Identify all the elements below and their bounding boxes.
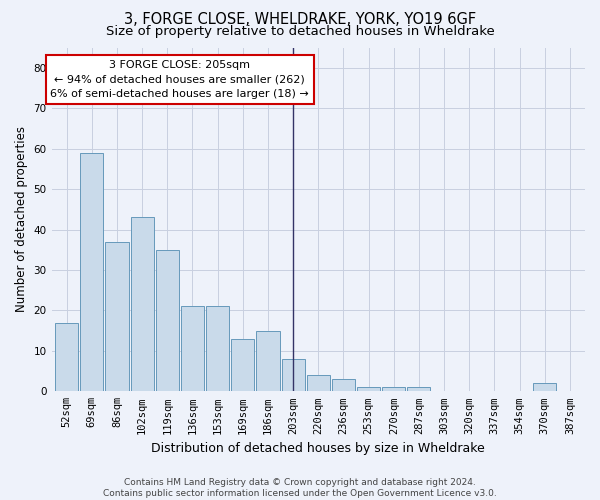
Text: Size of property relative to detached houses in Wheldrake: Size of property relative to detached ho… xyxy=(106,25,494,38)
Bar xyxy=(407,388,430,392)
Bar xyxy=(231,338,254,392)
Text: Contains HM Land Registry data © Crown copyright and database right 2024.
Contai: Contains HM Land Registry data © Crown c… xyxy=(103,478,497,498)
Bar xyxy=(533,383,556,392)
Bar xyxy=(131,218,154,392)
Bar xyxy=(332,379,355,392)
Bar xyxy=(55,322,78,392)
Y-axis label: Number of detached properties: Number of detached properties xyxy=(15,126,28,312)
Bar xyxy=(156,250,179,392)
Bar xyxy=(206,306,229,392)
Bar xyxy=(307,375,330,392)
Bar xyxy=(106,242,128,392)
Bar xyxy=(80,152,103,392)
X-axis label: Distribution of detached houses by size in Wheldrake: Distribution of detached houses by size … xyxy=(151,442,485,455)
Bar xyxy=(281,359,305,392)
Text: 3, FORGE CLOSE, WHELDRAKE, YORK, YO19 6GF: 3, FORGE CLOSE, WHELDRAKE, YORK, YO19 6G… xyxy=(124,12,476,28)
Text: 3 FORGE CLOSE: 205sqm
← 94% of detached houses are smaller (262)
6% of semi-deta: 3 FORGE CLOSE: 205sqm ← 94% of detached … xyxy=(50,60,309,99)
Bar xyxy=(256,330,280,392)
Bar xyxy=(357,388,380,392)
Bar xyxy=(382,388,406,392)
Bar xyxy=(181,306,204,392)
